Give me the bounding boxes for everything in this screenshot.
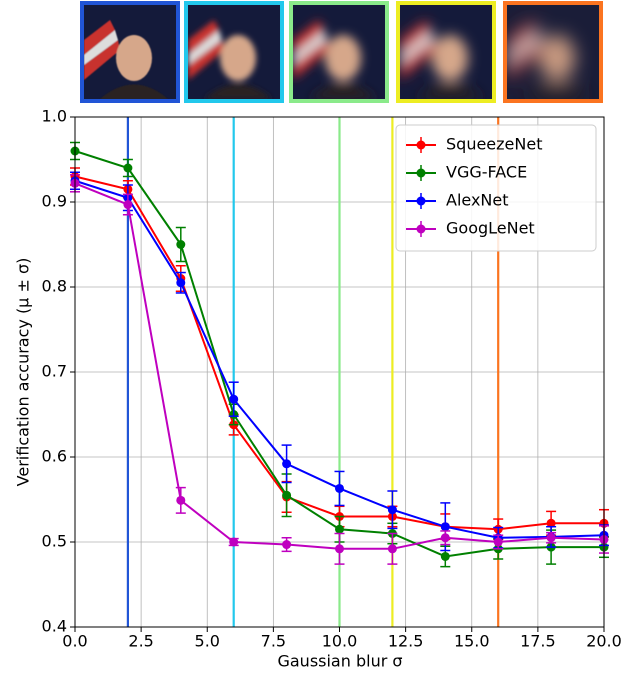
point bbox=[388, 505, 397, 514]
point bbox=[282, 540, 291, 549]
y-tick-label: 1.0 bbox=[42, 107, 67, 126]
point bbox=[335, 484, 344, 493]
legend-marker bbox=[417, 225, 426, 234]
point bbox=[441, 533, 450, 542]
y-tick-label: 0.8 bbox=[42, 277, 67, 296]
point bbox=[123, 200, 132, 209]
x-tick-label: 17.5 bbox=[520, 632, 556, 651]
point bbox=[441, 552, 450, 561]
thumbnail bbox=[293, 5, 385, 99]
chart: Gaussian blur σ Verification accuracy (μ… bbox=[0, 0, 642, 679]
y-tick-label: 0.5 bbox=[42, 532, 67, 551]
point bbox=[335, 525, 344, 534]
point bbox=[123, 164, 132, 173]
x-tick-label: 20.0 bbox=[586, 632, 622, 651]
point bbox=[494, 538, 503, 547]
point bbox=[229, 395, 238, 404]
thumbnail bbox=[84, 5, 176, 99]
point bbox=[441, 522, 450, 531]
point bbox=[547, 533, 556, 542]
legend-marker bbox=[417, 169, 426, 178]
legend-label: AlexNet bbox=[446, 191, 509, 210]
x-tick-label: 5.0 bbox=[195, 632, 220, 651]
x-tick-label: 10.0 bbox=[322, 632, 358, 651]
x-axis-label: Gaussian blur σ bbox=[277, 652, 402, 671]
y-axis-label: Verification accuracy (μ ± σ) bbox=[14, 258, 33, 487]
legend-label: VGG-FACE bbox=[446, 163, 527, 182]
thumbnail bbox=[507, 5, 599, 99]
legend-label: GoogLeNet bbox=[446, 219, 535, 238]
point bbox=[282, 459, 291, 468]
x-tick-label: 15.0 bbox=[454, 632, 490, 651]
point bbox=[388, 544, 397, 553]
point bbox=[176, 278, 185, 287]
y-tick-label: 0.7 bbox=[42, 362, 67, 381]
x-tick-label: 12.5 bbox=[388, 632, 424, 651]
legend-marker bbox=[417, 197, 426, 206]
point bbox=[229, 538, 238, 547]
point bbox=[176, 240, 185, 249]
point bbox=[335, 544, 344, 553]
x-tick-label: 2.5 bbox=[128, 632, 153, 651]
point bbox=[282, 491, 291, 500]
y-tick-label: 0.4 bbox=[42, 617, 67, 636]
thumbnail bbox=[188, 5, 280, 99]
point bbox=[176, 496, 185, 505]
x-tick-label: 7.5 bbox=[261, 632, 286, 651]
thumbnail bbox=[400, 5, 492, 99]
legend: SqueezeNet VGG-FACE AlexNet GoogLeNet bbox=[396, 125, 596, 251]
y-tick-label: 0.6 bbox=[42, 447, 67, 466]
legend-marker bbox=[417, 141, 426, 150]
y-tick-label: 0.9 bbox=[42, 192, 67, 211]
legend-label: SqueezeNet bbox=[446, 135, 542, 154]
